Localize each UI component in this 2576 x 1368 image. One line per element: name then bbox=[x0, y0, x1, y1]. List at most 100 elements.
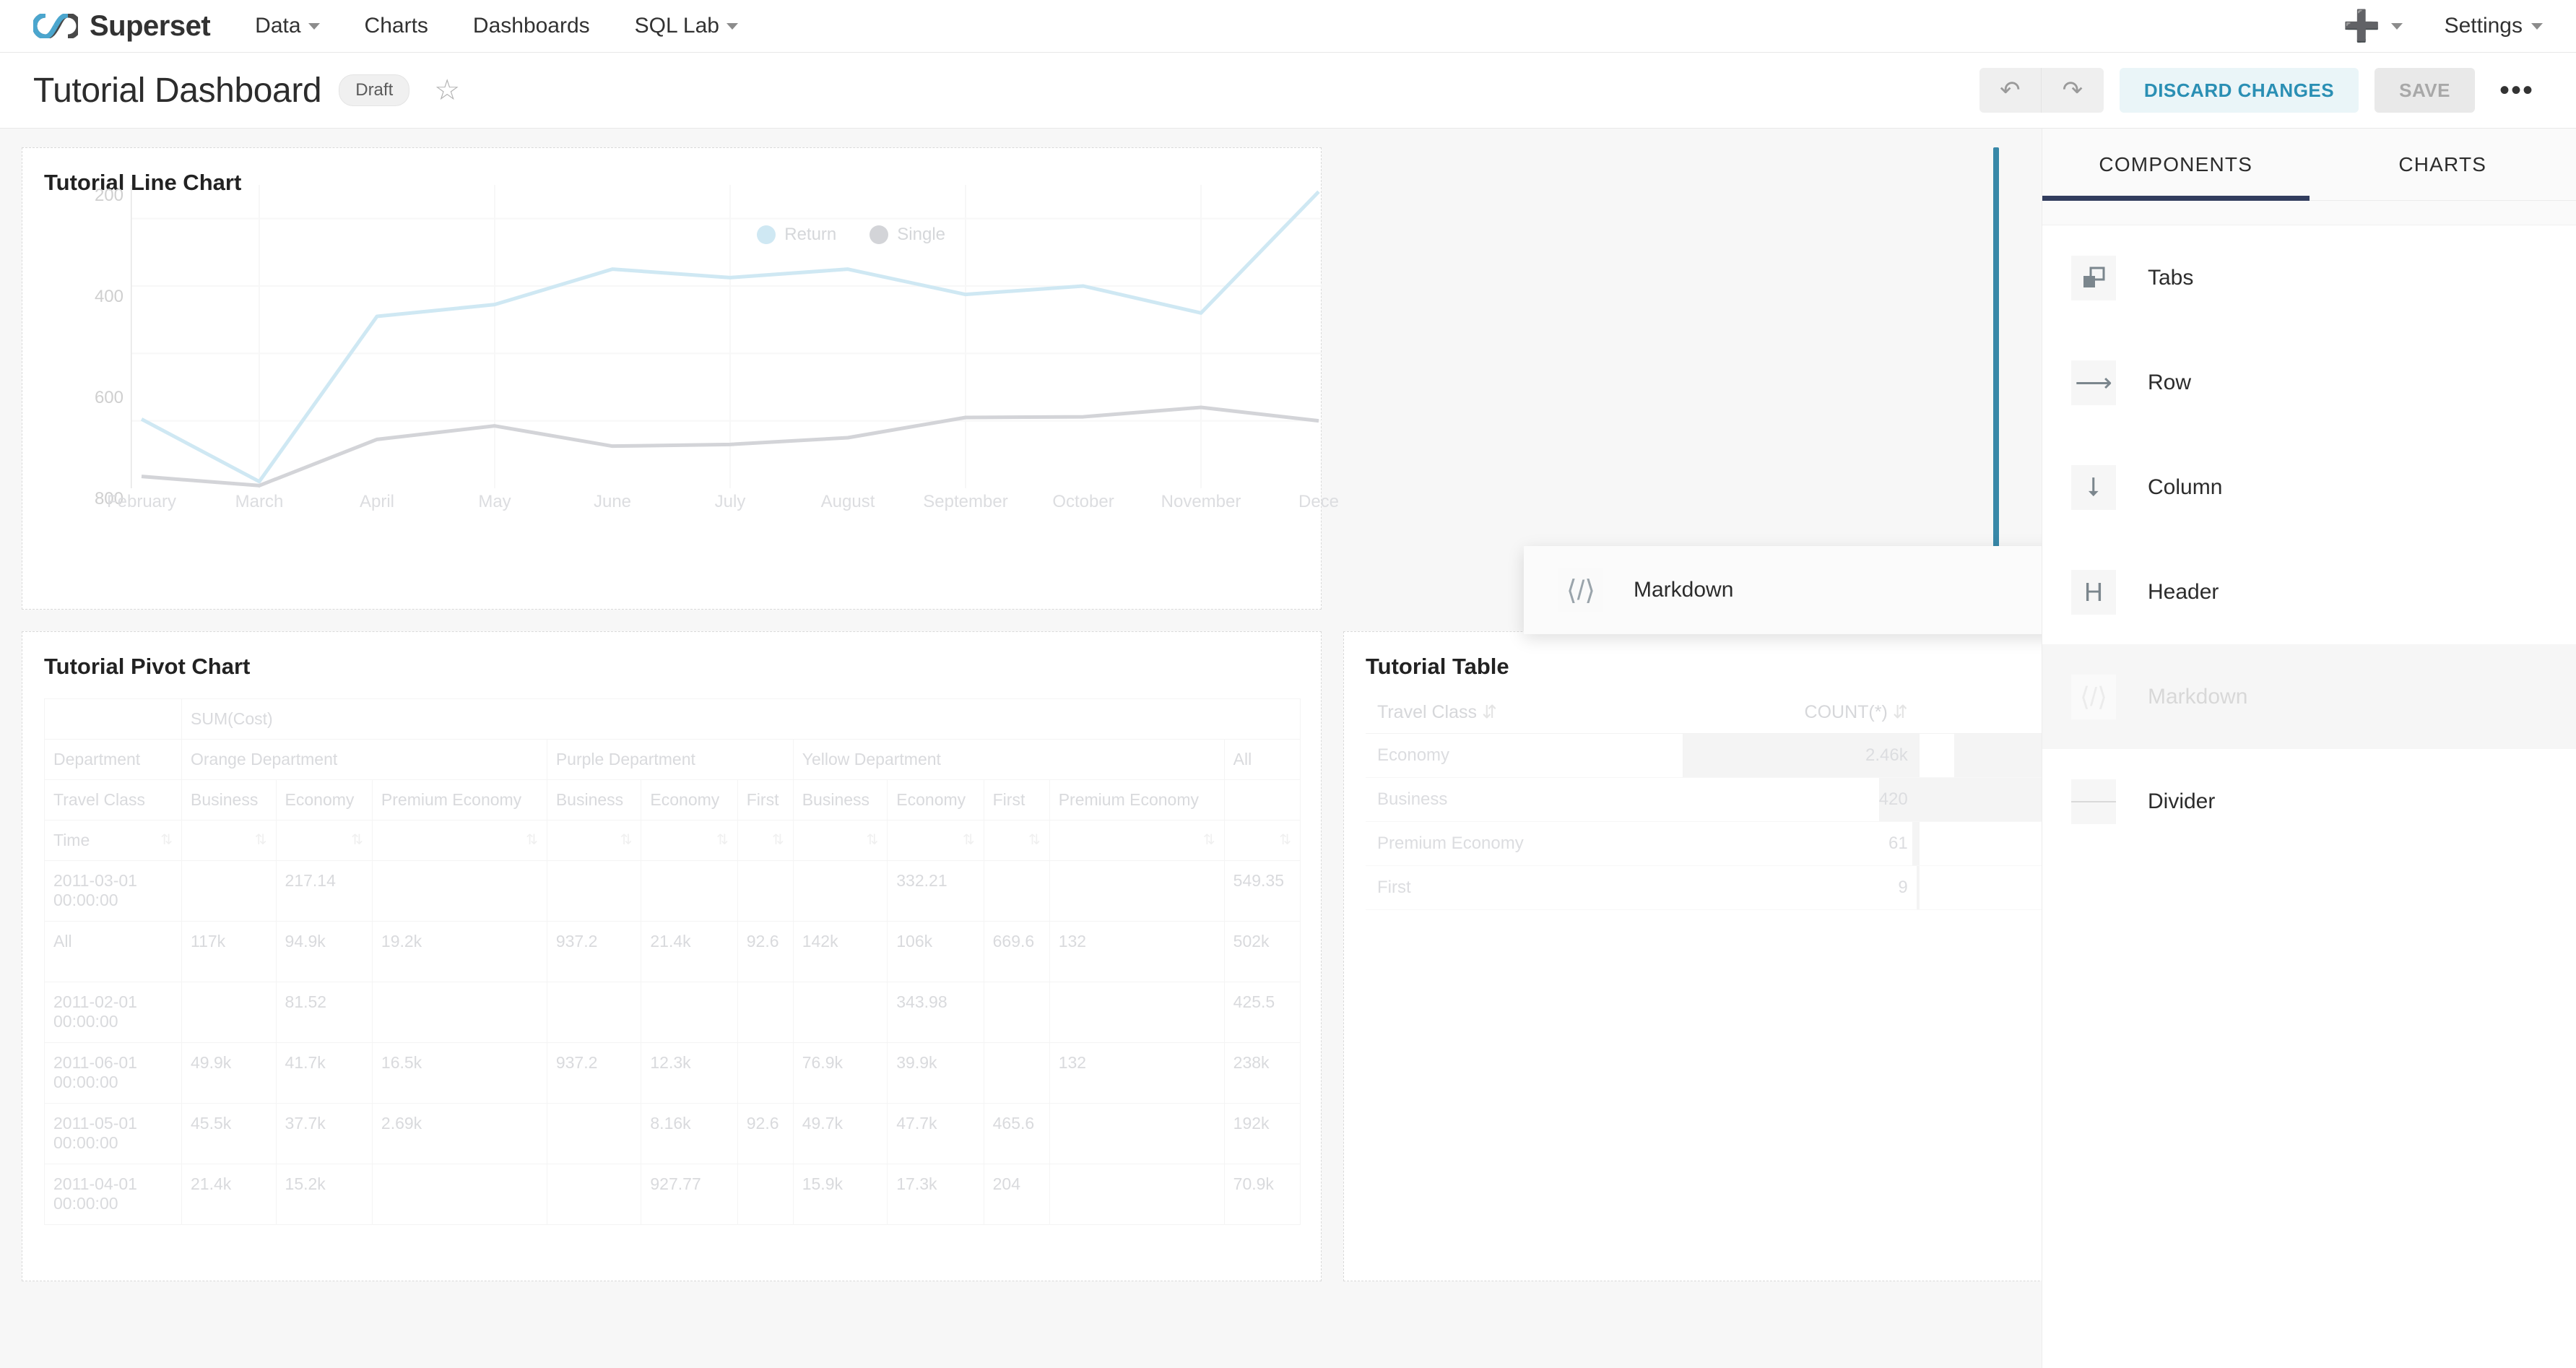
pivot-cell bbox=[983, 860, 1050, 922]
table-cell-count: 61 bbox=[1683, 821, 1920, 866]
legend-item-return[interactable]: Return bbox=[757, 225, 836, 245]
pivot-table-wrap[interactable]: SUM(Cost) Department Orange Department Pur… bbox=[22, 680, 1321, 1225]
pivot-sort-header-7[interactable]: ⇅ bbox=[887, 820, 984, 861]
pivot-cell: 8.16k bbox=[641, 1103, 738, 1164]
y-axis: 200 400 600 800 bbox=[22, 186, 123, 508]
pivot-cell: 70.9k bbox=[1223, 1164, 1301, 1225]
chart-legend: Return Single bbox=[757, 225, 945, 245]
pivot-class-6: Business bbox=[792, 779, 888, 821]
chart-panel-pivot[interactable]: Tutorial Pivot Chart SUM(Cost) Departmen… bbox=[22, 631, 1322, 1281]
pivot-cell bbox=[983, 1042, 1050, 1104]
pivot-cell bbox=[1049, 1103, 1225, 1164]
nav-item-dashboards[interactable]: Dashboards bbox=[473, 14, 590, 38]
sidebar-item-label: Divider bbox=[2148, 789, 2216, 813]
sidebar-item-divider[interactable]: Divider bbox=[2042, 749, 2576, 854]
pivot-cell bbox=[792, 860, 888, 922]
dashboard-row-2: Tutorial Pivot Chart SUM(Cost) Departmen… bbox=[22, 631, 2042, 1281]
pivot-sort-header-8[interactable]: ⇅ bbox=[983, 820, 1050, 861]
save-button[interactable]: SAVE bbox=[2375, 68, 2475, 113]
drag-preview-markdown[interactable]: ⟨/⟩ Markdown bbox=[1524, 546, 2042, 634]
pivot-sort-header-4[interactable]: ⇅ bbox=[641, 820, 738, 861]
pivot-row-time: 2011-02-01 00:00:00 bbox=[44, 982, 182, 1043]
x-tick-3: May bbox=[478, 492, 511, 511]
undo-arrow-icon[interactable]: ↶ bbox=[1979, 68, 2042, 113]
pivot-sort-header-9[interactable]: ⇅ bbox=[1049, 820, 1225, 861]
pivot-row-time: 2011-05-01 00:00:00 bbox=[44, 1103, 182, 1164]
pivot-time-sort-header[interactable]: Time ⇅ bbox=[44, 820, 182, 861]
table-column-header-2[interactable]: SUM(Cost) ⇵ bbox=[1919, 691, 2042, 734]
sidebar-strip bbox=[2042, 201, 2576, 225]
table-column-header-0[interactable]: Travel Class ⇵ bbox=[1366, 691, 1683, 734]
pivot-sort-header-5[interactable]: ⇅ bbox=[737, 820, 794, 861]
pivot-sort-header-2[interactable]: ⇅ bbox=[371, 820, 547, 861]
sidebar-item-markdown[interactable]: ⟨/⟩ Markdown bbox=[2042, 644, 2576, 749]
pivot-cell bbox=[641, 982, 738, 1043]
pivot-sort-header-1[interactable]: ⇅ bbox=[275, 820, 373, 861]
drop-target-indicator bbox=[1993, 147, 1999, 610]
pivot-class-1: Economy bbox=[275, 779, 373, 821]
pivot-department-label: Department bbox=[44, 739, 182, 780]
pivot-cell: 92.6 bbox=[737, 921, 794, 982]
pivot-cell: 92.6 bbox=[737, 1103, 794, 1164]
x-tick-0: February bbox=[106, 492, 177, 511]
discard-changes-button[interactable]: DISCARD CHANGES bbox=[2119, 68, 2359, 113]
chevron-down-icon bbox=[2390, 22, 2403, 30]
pivot-travel-class-label: Travel Class bbox=[44, 779, 182, 821]
pivot-row-time: 2011-04-01 00:00:00 bbox=[44, 1164, 182, 1225]
settings-menu[interactable]: Settings bbox=[2445, 14, 2543, 38]
star-outline-icon[interactable]: ☆ bbox=[434, 74, 461, 106]
legend-swatch-return bbox=[757, 225, 776, 244]
sidebar-tabs: COMPONENTS CHARTS bbox=[2042, 129, 2576, 201]
legend-item-single[interactable]: Single bbox=[869, 225, 945, 245]
chart-title-table: Tutorial Table bbox=[1366, 654, 1509, 679]
nav-item-data[interactable]: Data bbox=[255, 14, 320, 38]
table-cell-sum-cost: 602k bbox=[1919, 733, 2042, 778]
top-navbar: Superset Data Charts Dashboards SQL Lab … bbox=[0, 0, 2576, 53]
pivot-sort-header-0[interactable]: ⇅ bbox=[181, 820, 277, 861]
pivot-sort-header-10[interactable]: ⇅ bbox=[1223, 820, 1301, 861]
chevron-down-icon bbox=[2531, 22, 2543, 30]
pivot-cell: 204 bbox=[983, 1164, 1050, 1225]
tab-charts[interactable]: CHARTS bbox=[2309, 129, 2576, 200]
navbar-right: ➕ Settings bbox=[2343, 11, 2543, 41]
legend-label-single: Single bbox=[897, 225, 945, 244]
cell-bar bbox=[1919, 778, 2042, 821]
table-row: First 9 1.71k bbox=[1366, 865, 2042, 910]
pivot-cell: 106k bbox=[887, 921, 984, 982]
x-tick-5: July bbox=[714, 492, 746, 511]
new-item-button[interactable]: ➕ bbox=[2343, 11, 2403, 41]
pivot-sort-header-6[interactable]: ⇅ bbox=[792, 820, 888, 861]
more-options-icon[interactable]: ••• bbox=[2499, 74, 2534, 106]
pivot-cell: 37.7k bbox=[275, 1103, 373, 1164]
sidebar-item-header[interactable]: H Header bbox=[2042, 540, 2576, 644]
pivot-cell: 549.35 bbox=[1223, 860, 1301, 922]
pivot-department-3: All bbox=[1223, 739, 1301, 780]
pivot-cell bbox=[1049, 982, 1225, 1043]
pivot-department-2: Yellow Department bbox=[792, 739, 1225, 780]
dashboard-canvas[interactable]: Tutorial Line Chart Return Single bbox=[0, 129, 2042, 1368]
nav-item-sql-lab[interactable]: SQL Lab bbox=[635, 14, 738, 38]
sidebar-item-tabs[interactable]: Tabs bbox=[2042, 225, 2576, 330]
pivot-table-row: All 117k 94.9k 19.2k 937.2 21.4k 92.6 142k 106k 6… bbox=[44, 921, 1301, 982]
pivot-sort-header-3[interactable]: ⇅ bbox=[546, 820, 642, 861]
line-chart-plot[interactable]: Return Single 200 400 600 800 bbox=[22, 185, 1339, 571]
redo-arrow-icon[interactable]: ↷ bbox=[2041, 68, 2104, 113]
pivot-cell: 76.9k bbox=[792, 1042, 888, 1104]
pivot-table-row: 2011-05-01 00:00:00 45.5k 37.7k 2.69k 8.16k 9… bbox=[44, 1103, 1301, 1164]
pivot-department-1: Purple Department bbox=[546, 739, 794, 780]
sidebar-item-row[interactable]: ⟶ Row bbox=[2042, 330, 2576, 435]
chart-panel-line[interactable]: Tutorial Line Chart Return Single bbox=[22, 147, 1339, 610]
nav-item-charts[interactable]: Charts bbox=[365, 14, 428, 38]
undo-redo-group: ↶ ↷ bbox=[1979, 68, 2104, 113]
tab-components[interactable]: COMPONENTS bbox=[2042, 129, 2310, 201]
sidebar-item-column[interactable]: ⭣ Column bbox=[2042, 435, 2576, 540]
table-cell-count: 9 bbox=[1683, 865, 1920, 910]
pivot-cell: 192k bbox=[1223, 1103, 1301, 1164]
brand-logo[interactable]: Superset bbox=[32, 10, 211, 43]
table-column-header-1[interactable]: COUNT(*) ⇵ bbox=[1683, 691, 1920, 734]
pivot-class-9: Premium Economy bbox=[1049, 779, 1225, 821]
chart-panel-table[interactable]: Tutorial Table Travel Class ⇵COUNT(*) ⇵S… bbox=[1343, 631, 2042, 1281]
x-tick-10: Dece bbox=[1298, 492, 1340, 511]
x-tick-2: April bbox=[359, 492, 395, 511]
